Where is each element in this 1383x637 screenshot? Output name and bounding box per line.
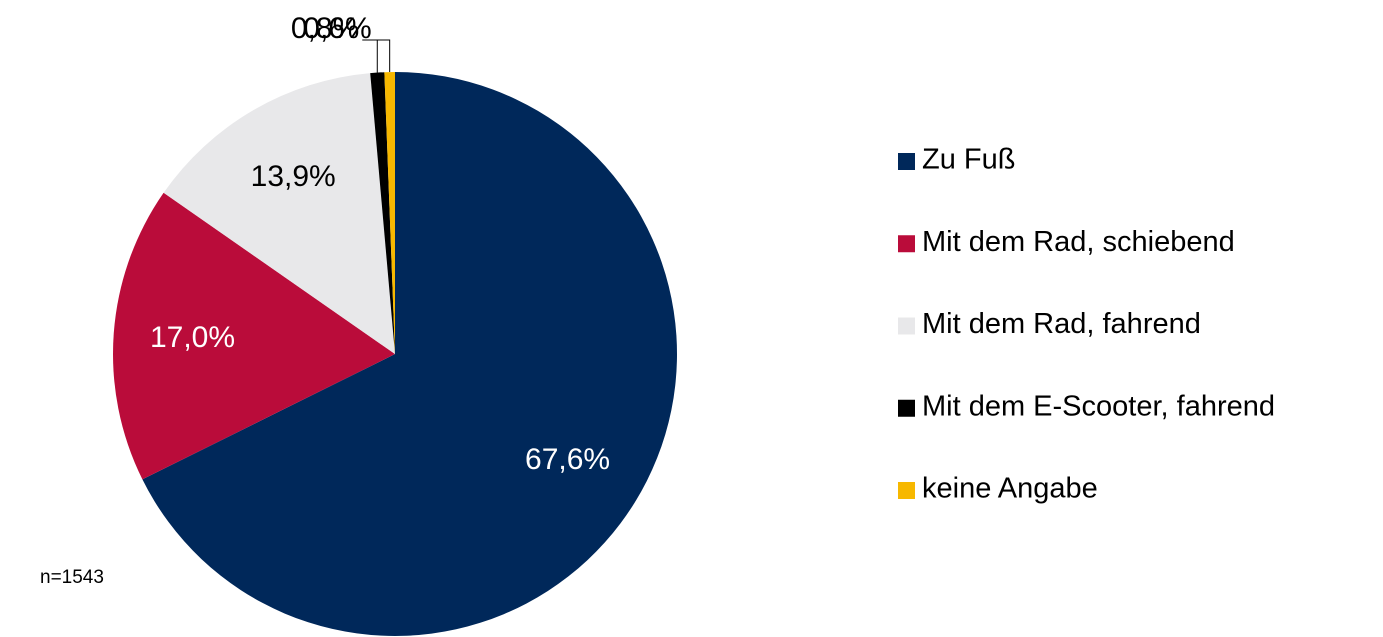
leader-line xyxy=(374,39,391,73)
data-label: 67,6% xyxy=(525,443,610,476)
legend-swatch xyxy=(898,482,915,499)
legend-swatch xyxy=(898,317,915,335)
sample-size: n=1543 xyxy=(40,567,104,588)
legend-label: Mit dem Rad, schiebend xyxy=(922,226,1235,258)
pie-slice xyxy=(113,192,395,480)
legend-label: keine Angabe xyxy=(922,473,1098,505)
legend-label: Mit dem E-Scooter, fahrend xyxy=(922,390,1275,422)
data-label: 13,9% xyxy=(251,160,336,193)
legend-swatch xyxy=(898,153,915,170)
data-label: 0,6% xyxy=(303,12,371,45)
pie-slice xyxy=(370,72,395,354)
legend-label: Mit dem Rad, fahrend xyxy=(922,308,1201,340)
pie-slice xyxy=(142,72,678,636)
pie-slice xyxy=(384,72,395,354)
data-label: 0,8% xyxy=(291,12,359,45)
legend-swatch xyxy=(898,399,915,417)
data-label: 17,0% xyxy=(150,321,235,354)
legend-swatch xyxy=(898,235,915,253)
pie-slice xyxy=(163,73,395,355)
legend-label: Zu Fuß xyxy=(922,144,1015,176)
